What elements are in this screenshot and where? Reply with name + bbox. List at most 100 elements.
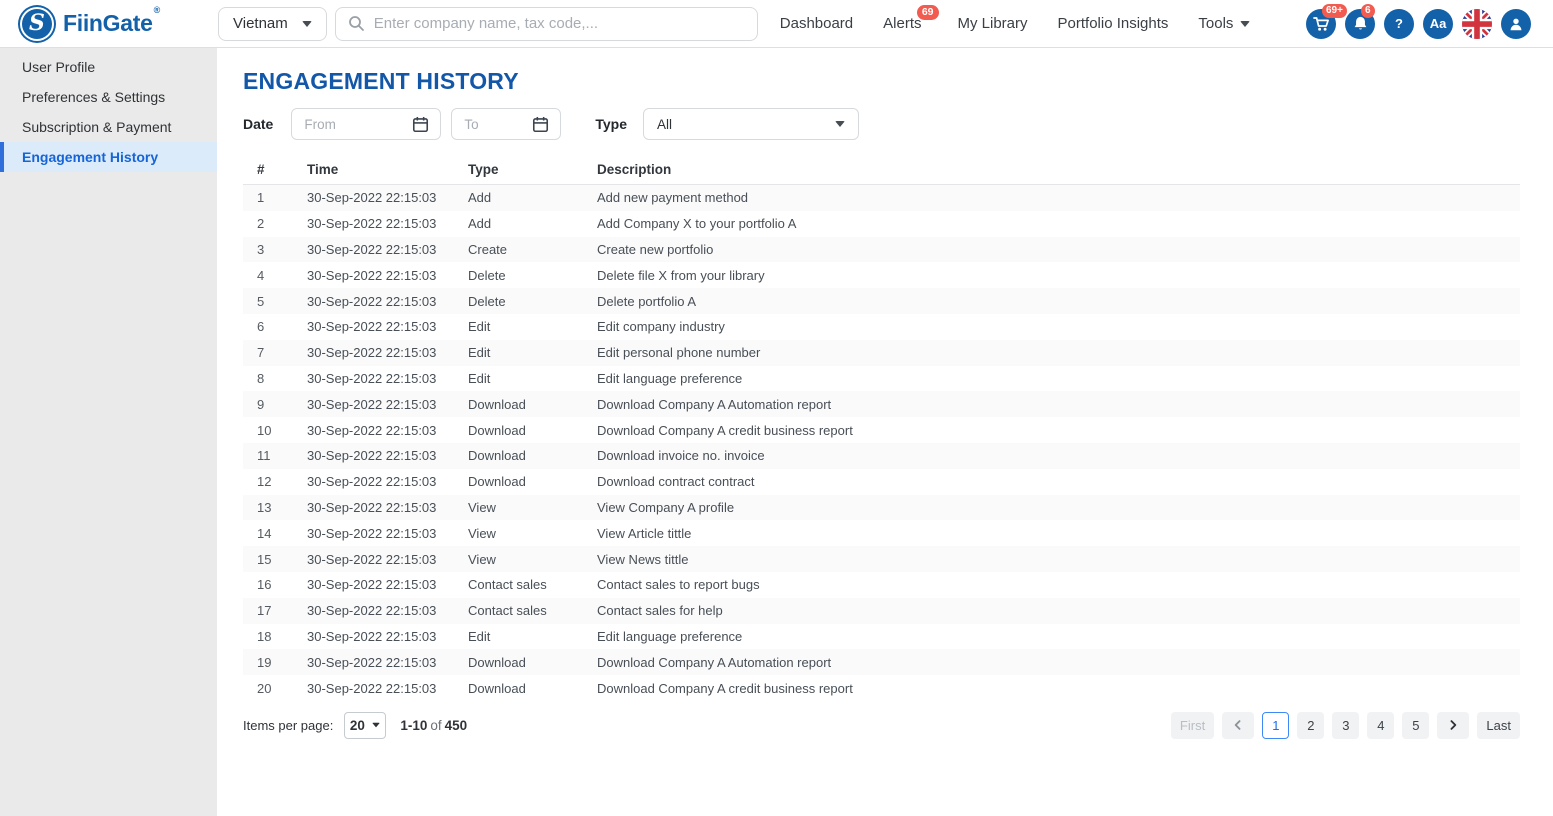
row-time: 30-Sep-2022 22:15:03 (307, 628, 437, 644)
row-number: 2 (257, 216, 265, 232)
row-number: 20 (257, 680, 272, 696)
chevron-down-icon (1240, 20, 1251, 27)
row-number: 14 (257, 525, 272, 541)
row-number: 7 (257, 345, 265, 361)
row-type: View (468, 551, 496, 567)
col-header-time: Time (307, 162, 339, 177)
row-number: 4 (257, 267, 265, 283)
table-row[interactable]: 1 30-Sep-2022 22:15:03 Add Add new payme… (243, 185, 1520, 211)
country-selector-value: Vietnam (233, 15, 288, 32)
row-time: 30-Sep-2022 22:15:03 (307, 499, 437, 515)
table-row[interactable]: 12 30-Sep-2022 22:15:03 Download Downloa… (243, 469, 1520, 495)
nav-my-library[interactable]: My Library (957, 15, 1028, 32)
table-row[interactable]: 9 30-Sep-2022 22:15:03 Download Download… (243, 391, 1520, 418)
table-row[interactable]: 7 30-Sep-2022 22:15:03 Edit Edit persona… (243, 339, 1520, 366)
row-description: Edit personal phone number (597, 345, 761, 361)
row-time: 30-Sep-2022 22:15:03 (307, 654, 437, 670)
row-description: Download invoice no. invoice (597, 448, 765, 464)
sidebar-item-engagement-history[interactable]: Engagement History (0, 142, 217, 172)
table-row[interactable]: 18 30-Sep-2022 22:15:03 Edit Edit langua… (243, 624, 1520, 650)
table-header-row: # Time Type Description (243, 155, 1520, 185)
engagement-table: # Time Type Description 1 30-Sep-2022 22… (243, 155, 1520, 701)
row-number: 8 (257, 370, 265, 386)
table-row[interactable]: 20 30-Sep-2022 22:15:03 Download Downloa… (243, 675, 1520, 701)
country-selector[interactable]: Vietnam (218, 6, 327, 41)
row-type: Edit (468, 345, 491, 361)
date-to-input[interactable] (464, 116, 524, 132)
row-description: Download contract contract (597, 474, 755, 490)
nav-portfolio-insights[interactable]: Portfolio Insights (1057, 15, 1169, 32)
row-time: 30-Sep-2022 22:15:03 (307, 345, 437, 361)
registered-mark: ® (153, 5, 161, 16)
table-row[interactable]: 10 30-Sep-2022 22:15:03 Download Downloa… (243, 417, 1520, 443)
sidebar-item-subscription-payment[interactable]: Subscription & Payment (22, 119, 172, 135)
previous-page-button[interactable] (1222, 711, 1255, 739)
nav-dashboard[interactable]: Dashboard (779, 15, 854, 32)
items-per-page-select[interactable]: 20 (344, 711, 387, 739)
table-row[interactable]: 4 30-Sep-2022 22:15:03 Delete Delete fil… (243, 262, 1520, 288)
next-page-button[interactable] (1437, 711, 1470, 739)
row-description: Edit language preference (597, 628, 743, 644)
table-row[interactable]: 8 30-Sep-2022 22:15:03 Edit Edit languag… (243, 366, 1520, 392)
nav-tools[interactable]: Tools (1198, 15, 1251, 32)
first-page-button[interactable]: First (1170, 711, 1215, 739)
page-button-2[interactable]: 2 (1297, 711, 1325, 739)
row-description: Download Company A credit business repor… (597, 680, 853, 696)
date-from-input[interactable] (304, 116, 404, 132)
page-button-1[interactable]: 1 (1262, 711, 1290, 739)
text-size-button[interactable]: Aa (1423, 8, 1453, 39)
type-filter-value: All (657, 116, 673, 132)
row-number: 11 (257, 448, 271, 464)
row-type: Delete (468, 267, 506, 283)
nav-alerts[interactable]: Alerts 69 (883, 5, 939, 32)
table-row[interactable]: 16 30-Sep-2022 22:15:03 Contact sales Co… (243, 572, 1520, 598)
row-type: Create (468, 241, 508, 257)
brand-name: FiinGate® (63, 5, 160, 36)
table-row[interactable]: 14 30-Sep-2022 22:15:03 View View Articl… (243, 520, 1520, 546)
page-button-4[interactable]: 4 (1367, 711, 1395, 739)
chevron-down-icon (835, 121, 845, 127)
sidebar-item-user-profile[interactable]: User Profile (22, 59, 96, 75)
page-button-5[interactable]: 5 (1402, 711, 1430, 739)
page-button-3[interactable]: 3 (1332, 711, 1360, 739)
row-time: 30-Sep-2022 22:15:03 (307, 190, 437, 206)
row-type: Add (468, 190, 492, 206)
search-input[interactable] (373, 15, 745, 32)
filter-bar: Date Type (243, 108, 1520, 140)
language-button[interactable] (1462, 8, 1492, 39)
table-row[interactable]: 19 30-Sep-2022 22:15:03 Download Downloa… (243, 649, 1520, 676)
sidebar-item-preferences-settings[interactable]: Preferences & Settings (22, 89, 166, 105)
table-row[interactable]: 6 30-Sep-2022 22:15:03 Edit Edit company… (243, 314, 1520, 340)
calendar-icon[interactable] (531, 115, 550, 134)
table-row[interactable]: 5 30-Sep-2022 22:15:03 Delete Delete por… (243, 288, 1520, 314)
row-time: 30-Sep-2022 22:15:03 (307, 216, 437, 232)
table-row[interactable]: 13 30-Sep-2022 22:15:03 View View Compan… (243, 494, 1520, 521)
row-type: Edit (468, 370, 491, 386)
account-button[interactable] (1501, 8, 1531, 39)
table-row[interactable]: 2 30-Sep-2022 22:15:03 Add Add Company X… (243, 211, 1520, 237)
page-title: ENGAGEMENT HISTORY (243, 68, 519, 94)
type-filter-label: Type (595, 116, 627, 132)
row-type: Download (468, 396, 526, 412)
row-description: Contact sales to report bugs (597, 577, 760, 593)
cart-button[interactable]: 69+ (1306, 3, 1347, 39)
calendar-icon[interactable] (411, 115, 430, 134)
row-type: Download (468, 474, 526, 490)
last-page-button[interactable]: Last (1477, 711, 1520, 739)
table-row[interactable]: 3 30-Sep-2022 22:15:03 Create Create new… (243, 236, 1520, 263)
notifications-button[interactable]: 6 (1345, 3, 1375, 39)
row-time: 30-Sep-2022 22:15:03 (307, 448, 437, 464)
table-body: 1 30-Sep-2022 22:15:03 Add Add new payme… (243, 185, 1520, 701)
date-filter-label: Date (243, 116, 274, 132)
row-type: View (468, 525, 496, 541)
table-row[interactable]: 11 30-Sep-2022 22:15:03 Download Downloa… (243, 442, 1520, 469)
help-button[interactable]: ? (1384, 8, 1414, 39)
brand-logo[interactable]: S FiinGate® (20, 5, 198, 41)
type-filter-select[interactable]: All (643, 108, 859, 140)
table-row[interactable]: 17 30-Sep-2022 22:15:03 Contact sales Co… (243, 597, 1520, 624)
table-row[interactable]: 15 30-Sep-2022 22:15:03 View View News t… (243, 546, 1520, 572)
cart-count-badge: 69+ (1322, 3, 1347, 18)
